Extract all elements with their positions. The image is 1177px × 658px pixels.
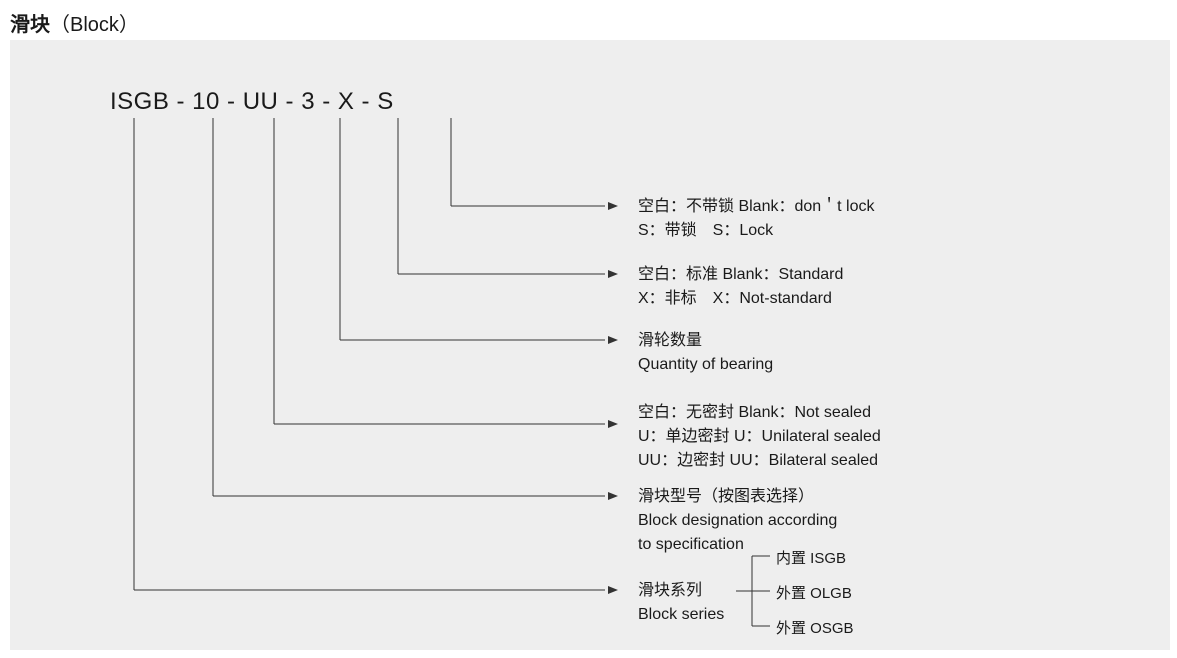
- desc-lock-1: S：带锁 S：Lock: [638, 219, 773, 243]
- series-item-0: 内置 ISGB: [776, 548, 846, 571]
- desc-standard-1: X：非标 X：Not-standard: [638, 287, 832, 311]
- desc-designation-0: 滑块型号（按图表选择）: [638, 485, 814, 509]
- title-paren: （Block）: [50, 14, 139, 36]
- desc-series-1: Block series: [638, 603, 724, 627]
- desc-designation-2: to specification: [638, 533, 744, 557]
- connector-lines: [10, 40, 1170, 650]
- desc-lock-0: 空白：不带锁 Blank：don＇t lock: [638, 195, 875, 219]
- desc-series-0: 滑块系列: [638, 579, 702, 603]
- desc-seal-0: 空白：无密封 Blank：Not sealed: [638, 401, 871, 425]
- desc-designation-1: Block designation according: [638, 509, 837, 533]
- diagram-panel: ISGB - 10 - UU - 3 - X - S 空白：不带锁 Blank：…: [10, 40, 1170, 650]
- desc-standard-0: 空白：标准 Blank：Standard: [638, 263, 843, 287]
- series-item-1: 外置 OLGB: [776, 583, 852, 606]
- desc-seal-2: UU：边密封 UU：Bilateral sealed: [638, 449, 878, 473]
- title-bold: 滑块: [10, 14, 50, 36]
- desc-qty-0: 滑轮数量: [638, 329, 702, 353]
- page-title: 滑块（Block）: [10, 8, 139, 37]
- desc-qty-1: Quantity of bearing: [638, 353, 773, 377]
- desc-seal-1: U：单边密封 U：Unilateral sealed: [638, 425, 881, 449]
- series-item-2: 外置 OSGB: [776, 618, 854, 641]
